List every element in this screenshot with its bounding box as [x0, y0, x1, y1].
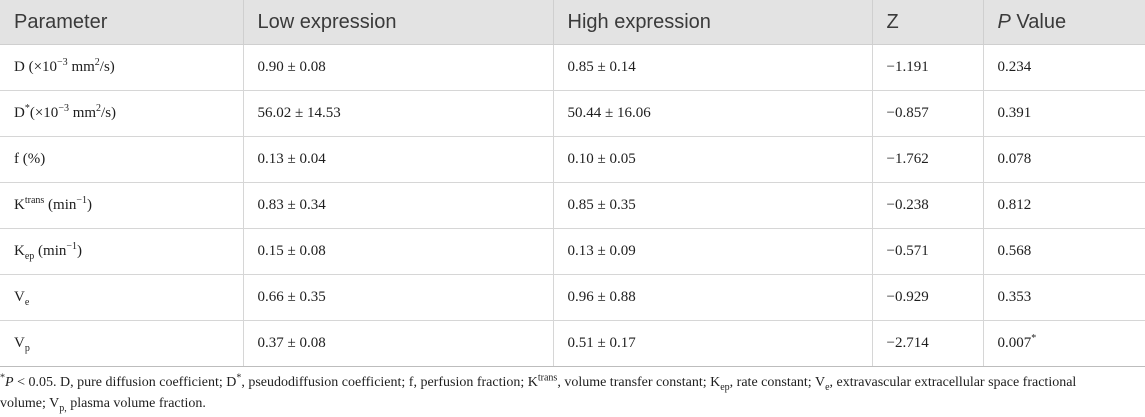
header-z: Z — [872, 0, 983, 45]
cell-p-value: 0.568 — [983, 229, 1145, 275]
cell-low: 0.83 ± 0.34 — [243, 183, 553, 229]
table-row: Vp 0.37 ± 0.08 0.51 ± 0.17 −2.714 0.007* — [0, 321, 1145, 367]
cell-high: 50.44 ± 16.06 — [553, 91, 872, 137]
table-row: Kep (min−1) 0.15 ± 0.08 0.13 ± 0.09 −0.5… — [0, 229, 1145, 275]
cell-z: −2.714 — [872, 321, 983, 367]
param-sup: −1 — [76, 195, 87, 206]
cell-high: 0.13 ± 0.09 — [553, 229, 872, 275]
footnote-sub: p, — [59, 403, 67, 414]
param-sub: ep — [25, 251, 34, 262]
table-row: Ktrans (min−1) 0.83 ± 0.34 0.85 ± 0.35 −… — [0, 183, 1145, 229]
param-sup: −1 — [66, 241, 77, 252]
footnote-text: plasma volume fraction. — [67, 396, 206, 411]
param-sup: trans — [25, 195, 44, 206]
cell-p-value: 0.353 — [983, 275, 1145, 321]
param-sub: p — [25, 343, 30, 354]
header-parameter: Parameter — [0, 0, 243, 45]
table-footnote: *P < 0.05. D, pure diffusion coefficient… — [0, 372, 1140, 414]
footnote-text: < 0.05. D, pure diffusion coefficient; D — [14, 375, 237, 390]
cell-z: −0.238 — [872, 183, 983, 229]
param-text: V — [14, 289, 25, 305]
cell-p-value: 0.234 — [983, 45, 1145, 91]
param-sub: e — [25, 297, 29, 308]
table-row: f (%) 0.13 ± 0.04 0.10 ± 0.05 −1.762 0.0… — [0, 137, 1145, 183]
footnote-sub: ep — [720, 382, 729, 393]
cell-low: 0.13 ± 0.04 — [243, 137, 553, 183]
cell-p-value: 0.007* — [983, 321, 1145, 367]
cell-z: −0.571 — [872, 229, 983, 275]
cell-z: −1.762 — [872, 137, 983, 183]
param-sup: −3 — [58, 103, 69, 114]
param-text: (min — [44, 197, 76, 213]
header-high-expression: High expression — [553, 0, 872, 45]
param-text: (×10 — [30, 105, 58, 121]
header-p-italic: P — [998, 11, 1011, 33]
cell-p-value: 0.391 — [983, 91, 1145, 137]
cell-parameter: Vp — [0, 321, 243, 367]
table-row: D (×10−3 mm2/s) 0.90 ± 0.08 0.85 ± 0.14 … — [0, 45, 1145, 91]
param-text: mm — [68, 59, 95, 75]
cell-low: 0.37 ± 0.08 — [243, 321, 553, 367]
cell-high: 0.51 ± 0.17 — [553, 321, 872, 367]
cell-z: −0.929 — [872, 275, 983, 321]
cell-low: 0.15 ± 0.08 — [243, 229, 553, 275]
cell-parameter: Kep (min−1) — [0, 229, 243, 275]
cell-parameter: f (%) — [0, 137, 243, 183]
cell-z: −1.191 — [872, 45, 983, 91]
cell-high: 0.96 ± 0.88 — [553, 275, 872, 321]
param-text: (min — [34, 243, 66, 259]
cell-p-value: 0.078 — [983, 137, 1145, 183]
footnote-p: P — [5, 375, 14, 390]
param-text: /s) — [101, 105, 116, 121]
param-text: K — [14, 243, 25, 259]
param-text: D (×10 — [14, 59, 57, 75]
footnote-text: , rate constant; V — [730, 375, 825, 390]
footnote-text: volume; V — [0, 396, 59, 411]
footnote-text: , volume transfer constant; K — [557, 375, 720, 390]
cell-high: 0.10 ± 0.05 — [553, 137, 872, 183]
cell-parameter: D (×10−3 mm2/s) — [0, 45, 243, 91]
table-row: Ve 0.66 ± 0.35 0.96 ± 0.88 −0.929 0.353 — [0, 275, 1145, 321]
param-text: D — [14, 105, 25, 121]
cell-p-value: 0.812 — [983, 183, 1145, 229]
footnote-sup: trans — [538, 372, 557, 383]
footnote-text: , extravascular extracellular space frac… — [830, 375, 1077, 390]
cell-low: 0.66 ± 0.35 — [243, 275, 553, 321]
cell-high: 0.85 ± 0.35 — [553, 183, 872, 229]
header-row: Parameter Low expression High expression… — [0, 0, 1145, 45]
param-sup: −3 — [57, 57, 68, 68]
param-text: mm — [69, 105, 96, 121]
header-low-expression: Low expression — [243, 0, 553, 45]
param-text: ) — [77, 243, 82, 259]
param-text: K — [14, 197, 25, 213]
cell-parameter: D*(×10−3 mm2/s) — [0, 91, 243, 137]
param-text: ) — [87, 197, 92, 213]
significance-mark: * — [1031, 333, 1036, 344]
header-p-value: P Value — [983, 0, 1145, 45]
cell-z: −0.857 — [872, 91, 983, 137]
cell-parameter: Ktrans (min−1) — [0, 183, 243, 229]
header-p-rest: Value — [1011, 11, 1066, 33]
results-table: Parameter Low expression High expression… — [0, 0, 1145, 367]
results-table-container: Parameter Low expression High expression… — [0, 0, 1145, 367]
table-row: D*(×10−3 mm2/s) 56.02 ± 14.53 50.44 ± 16… — [0, 91, 1145, 137]
p-value-text: 0.007 — [998, 335, 1032, 351]
cell-high: 0.85 ± 0.14 — [553, 45, 872, 91]
param-text: /s) — [100, 59, 115, 75]
param-text: V — [14, 335, 25, 351]
footnote-text: , pseudodiffusion coefficient; f, perfus… — [241, 375, 538, 390]
cell-parameter: Ve — [0, 275, 243, 321]
cell-low: 0.90 ± 0.08 — [243, 45, 553, 91]
cell-low: 56.02 ± 14.53 — [243, 91, 553, 137]
